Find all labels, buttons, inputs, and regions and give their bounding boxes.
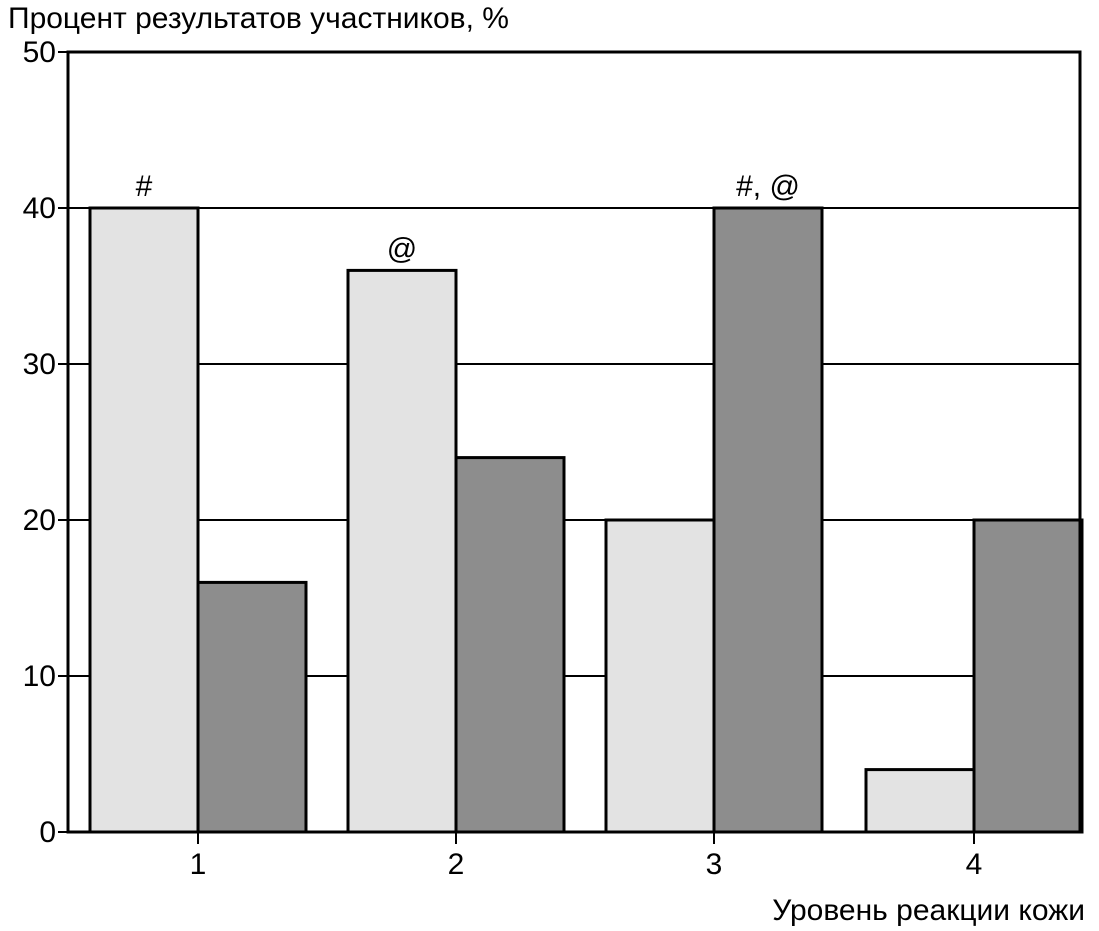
bar-annotation: #: [136, 170, 153, 203]
y-tick-label: 30: [23, 348, 56, 381]
y-tick-label: 10: [23, 660, 56, 693]
bar-light: [348, 270, 456, 832]
chart-container: 0 10 20 30 40 50 #1 @2 #, @ 3 4 Процент результатов…: [0, 0, 1099, 931]
bar-dark: [974, 520, 1082, 832]
y-tick-label: 40: [23, 192, 56, 225]
bar-dark: [714, 208, 822, 832]
y-tick-label: 50: [23, 36, 56, 69]
bar-light: [606, 520, 714, 832]
bar-dark: [456, 458, 564, 832]
x-axis-title: Уровень реакции кожи: [772, 894, 1085, 927]
x-tick-label: 4: [966, 848, 983, 881]
y-tick-label: 0: [39, 816, 56, 849]
x-tick-label: 1: [190, 848, 207, 881]
bar-annotation: #, @: [736, 170, 800, 203]
bar-annotation: @: [387, 232, 417, 265]
bar-light: [90, 208, 198, 832]
bar-dark: [198, 582, 306, 832]
grouped-bar-chart: 0 10 20 30 40 50 #1 @2 #, @ 3 4 Процент результатов…: [0, 0, 1099, 931]
x-tick-label: 2: [448, 848, 465, 881]
bar-light: [866, 770, 974, 832]
y-axis-title: Процент результатов участников, %: [8, 2, 509, 35]
x-tick-label: 3: [706, 848, 723, 881]
y-tick-label: 20: [23, 504, 56, 537]
